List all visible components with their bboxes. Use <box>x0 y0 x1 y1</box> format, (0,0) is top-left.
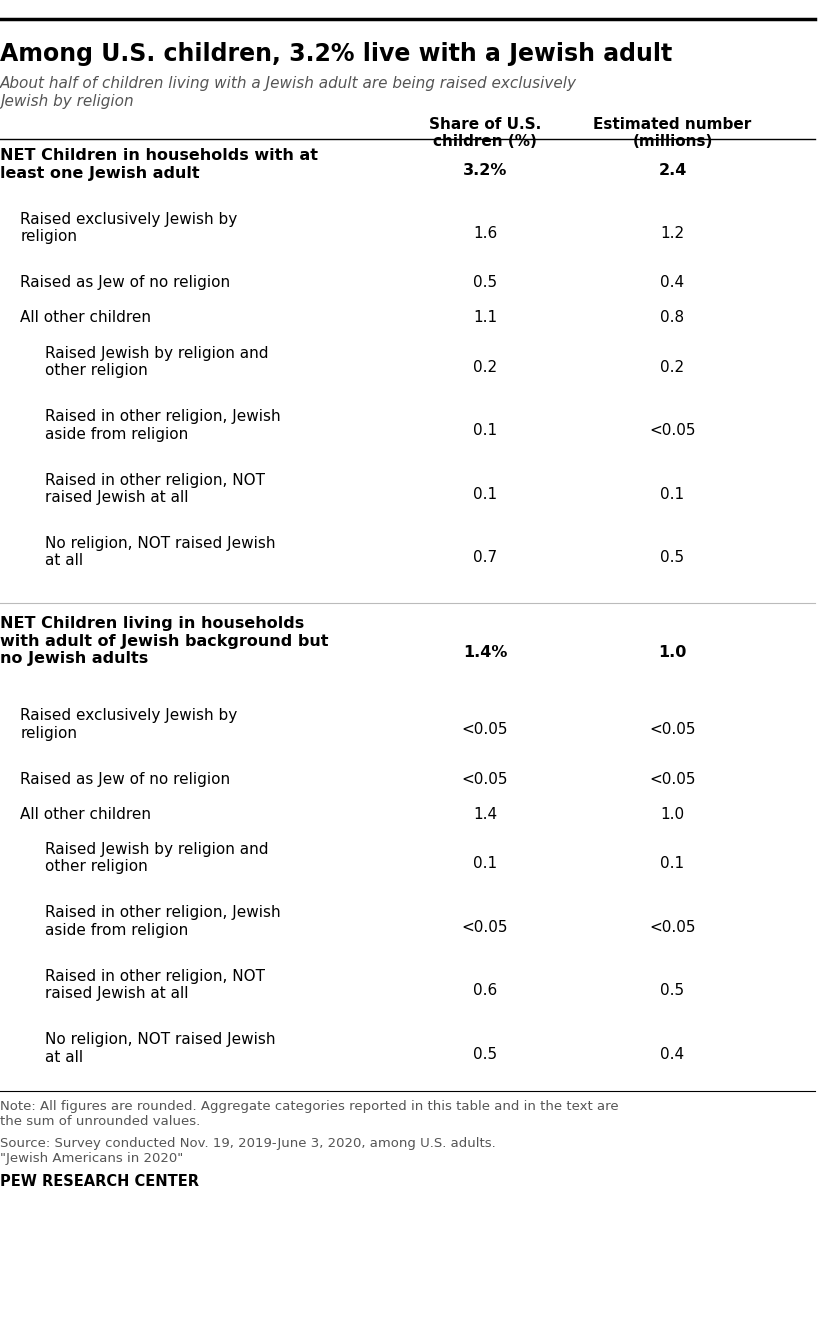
Text: Raised in other religion, Jewish
aside from religion: Raised in other religion, Jewish aside f… <box>45 906 281 937</box>
Text: 0.4: 0.4 <box>660 1046 685 1062</box>
Text: <0.05: <0.05 <box>649 772 696 786</box>
Text: Raised in other religion, NOT
raised Jewish at all: Raised in other religion, NOT raised Jew… <box>45 472 265 505</box>
Text: 1.2: 1.2 <box>660 225 685 241</box>
Text: Raised as Jew of no religion: Raised as Jew of no religion <box>20 772 230 786</box>
Text: <0.05: <0.05 <box>649 423 696 439</box>
Text: 0.5: 0.5 <box>473 1046 497 1062</box>
Text: No religion, NOT raised Jewish
at all: No religion, NOT raised Jewish at all <box>45 1033 276 1065</box>
Text: Raised exclusively Jewish by
religion: Raised exclusively Jewish by religion <box>20 708 238 740</box>
Text: <0.05: <0.05 <box>462 920 509 935</box>
Text: 1.0: 1.0 <box>659 644 686 660</box>
Text: All other children: All other children <box>20 310 152 325</box>
Text: No religion, NOT raised Jewish
at all: No religion, NOT raised Jewish at all <box>45 536 276 569</box>
Text: 0.5: 0.5 <box>660 983 685 998</box>
Text: 0.8: 0.8 <box>660 310 685 325</box>
Text: 0.1: 0.1 <box>660 487 685 501</box>
Text: All other children: All other children <box>20 806 152 822</box>
Text: Raised in other religion, NOT
raised Jewish at all: Raised in other religion, NOT raised Jew… <box>45 969 265 1001</box>
Text: Note: All figures are rounded. Aggregate categories reported in this table and i: Note: All figures are rounded. Aggregate… <box>0 1101 618 1128</box>
Text: About half of children living with a Jewish adult are being raised exclusively
J: About half of children living with a Jew… <box>0 77 577 109</box>
Text: 2.4: 2.4 <box>659 163 686 178</box>
Text: NET Children living in households
with adult of Jewish background but
no Jewish : NET Children living in households with a… <box>0 617 328 666</box>
Text: NET Children in households with at
least one Jewish adult: NET Children in households with at least… <box>0 149 318 180</box>
Text: Among U.S. children, 3.2% live with a Jewish adult: Among U.S. children, 3.2% live with a Je… <box>0 42 672 66</box>
Text: 0.2: 0.2 <box>660 359 685 375</box>
Text: 1.0: 1.0 <box>660 806 685 822</box>
Text: PEW RESEARCH CENTER: PEW RESEARCH CENTER <box>0 1174 199 1189</box>
Text: Raised Jewish by religion and
other religion: Raised Jewish by religion and other reli… <box>45 842 268 874</box>
Text: Raised exclusively Jewish by
religion: Raised exclusively Jewish by religion <box>20 212 238 244</box>
Text: 1.4%: 1.4% <box>463 644 507 660</box>
Text: 1.4: 1.4 <box>473 806 497 822</box>
Text: 0.1: 0.1 <box>473 423 497 439</box>
Text: 0.7: 0.7 <box>473 550 497 565</box>
Text: 3.2%: 3.2% <box>463 163 507 178</box>
Text: 1.6: 1.6 <box>473 225 497 241</box>
Text: Raised Jewish by religion and
other religion: Raised Jewish by religion and other reli… <box>45 346 268 378</box>
Text: <0.05: <0.05 <box>462 772 509 786</box>
Text: Source: Survey conducted Nov. 19, 2019-June 3, 2020, among U.S. adults.
"Jewish : Source: Survey conducted Nov. 19, 2019-J… <box>0 1138 496 1166</box>
Text: 0.5: 0.5 <box>660 550 685 565</box>
Text: Estimated number
(millions): Estimated number (millions) <box>593 117 752 150</box>
Text: 1.1: 1.1 <box>473 310 497 325</box>
Text: Raised in other religion, Jewish
aside from religion: Raised in other religion, Jewish aside f… <box>45 410 281 442</box>
Text: 0.6: 0.6 <box>473 983 497 998</box>
Text: 0.1: 0.1 <box>660 857 685 871</box>
Text: <0.05: <0.05 <box>649 920 696 935</box>
Text: <0.05: <0.05 <box>462 723 509 737</box>
Text: 0.1: 0.1 <box>473 487 497 501</box>
Text: 0.1: 0.1 <box>473 857 497 871</box>
Text: 0.2: 0.2 <box>473 359 497 375</box>
Text: Share of U.S.
children (%): Share of U.S. children (%) <box>429 117 541 150</box>
Text: <0.05: <0.05 <box>649 723 696 737</box>
Text: 0.5: 0.5 <box>473 276 497 290</box>
Text: Raised as Jew of no religion: Raised as Jew of no religion <box>20 276 230 290</box>
Text: 0.4: 0.4 <box>660 276 685 290</box>
